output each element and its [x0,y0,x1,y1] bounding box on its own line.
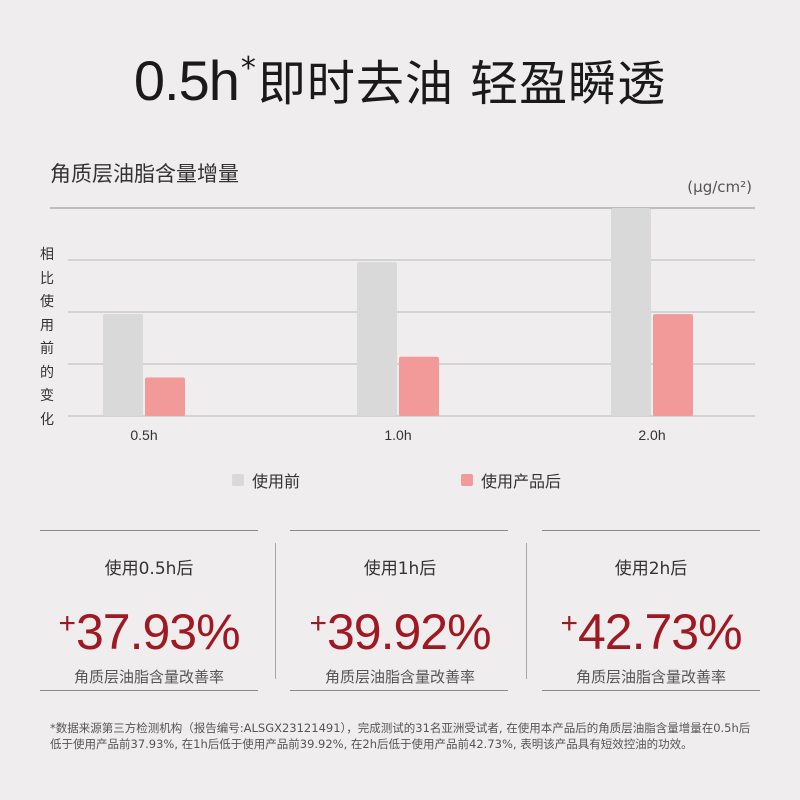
bar-chart: 0.5h 1.0h 2.0h [50,207,755,443]
divider-top-1 [40,530,258,531]
stat-percentage: +39.92% [275,594,525,662]
stat-description: 角质层油脂含量改善率 [73,668,224,686]
stat-plus-sign: + [309,607,327,640]
x-tick-label: 0.5h [130,427,157,443]
divider-bottom-2 [290,690,508,691]
stat-value: 37.93% [75,604,241,660]
chart-unit: (µg/cm²) [687,178,752,196]
legend-item-before: 使用前 [232,470,301,491]
stat-block-2h: 使用2h后 +42.73% 角质层油脂含量改善率 [526,556,776,687]
legend-label-after: 使用产品后 [481,472,562,491]
stat-value: 39.92% [326,604,492,660]
legend-swatch-before [232,474,244,486]
stat-percentage: +42.73% [526,594,776,662]
divider-vertical-1 [275,543,276,679]
bar-before-1.0h [357,262,397,416]
stat-time-label: 使用1h后 [363,559,437,579]
legend-label-before: 使用前 [252,472,301,491]
divider-bottom-1 [40,690,258,691]
bar-after-2.0h [653,314,693,416]
stat-description: 角质层油脂含量改善率 [324,668,475,686]
divider-top-3 [542,530,760,531]
footnote: *数据来源第三方检测机构（报告编号:ALSGX23121491），完成测试的31… [50,721,751,751]
x-tick-label: 1.0h [384,427,411,443]
bar-after-1.0h [399,356,439,416]
headline-text: 即时去油 轻盈瞬透 [257,56,667,112]
headline-time: 0.5h [133,49,240,112]
y-axis-label: 相比使用前的变化 [40,247,54,428]
chart-title: 角质层油脂含量增量 [50,162,239,186]
stat-block-1h: 使用1h后 +39.92% 角质层油脂含量改善率 [275,556,525,687]
stat-block-0-5h: 使用0.5h后 +37.93% 角质层油脂含量改善率 [24,556,274,687]
divider-vertical-2 [526,543,527,679]
stat-description: 角质层油脂含量改善率 [575,668,726,686]
divider-bottom-3 [542,690,760,691]
divider-top-2 [290,530,508,531]
bar-before-2.0h [611,208,651,416]
stat-time-label: 使用2h后 [614,559,688,579]
stat-plus-sign: + [560,607,578,640]
bar-after-0.5h [145,377,185,416]
stat-value: 42.73% [577,604,743,660]
legend-item-after: 使用产品后 [461,470,562,491]
headline: 0.5h*即时去油 轻盈瞬透 [0,44,800,124]
legend-swatch-after [461,474,473,486]
headline-asterisk: * [240,51,256,86]
bar-before-0.5h [103,314,143,416]
stat-time-label: 使用0.5h后 [104,559,194,579]
x-tick-label: 2.0h [638,427,665,443]
stat-percentage: +37.93% [24,594,274,662]
stat-plus-sign: + [58,607,76,640]
